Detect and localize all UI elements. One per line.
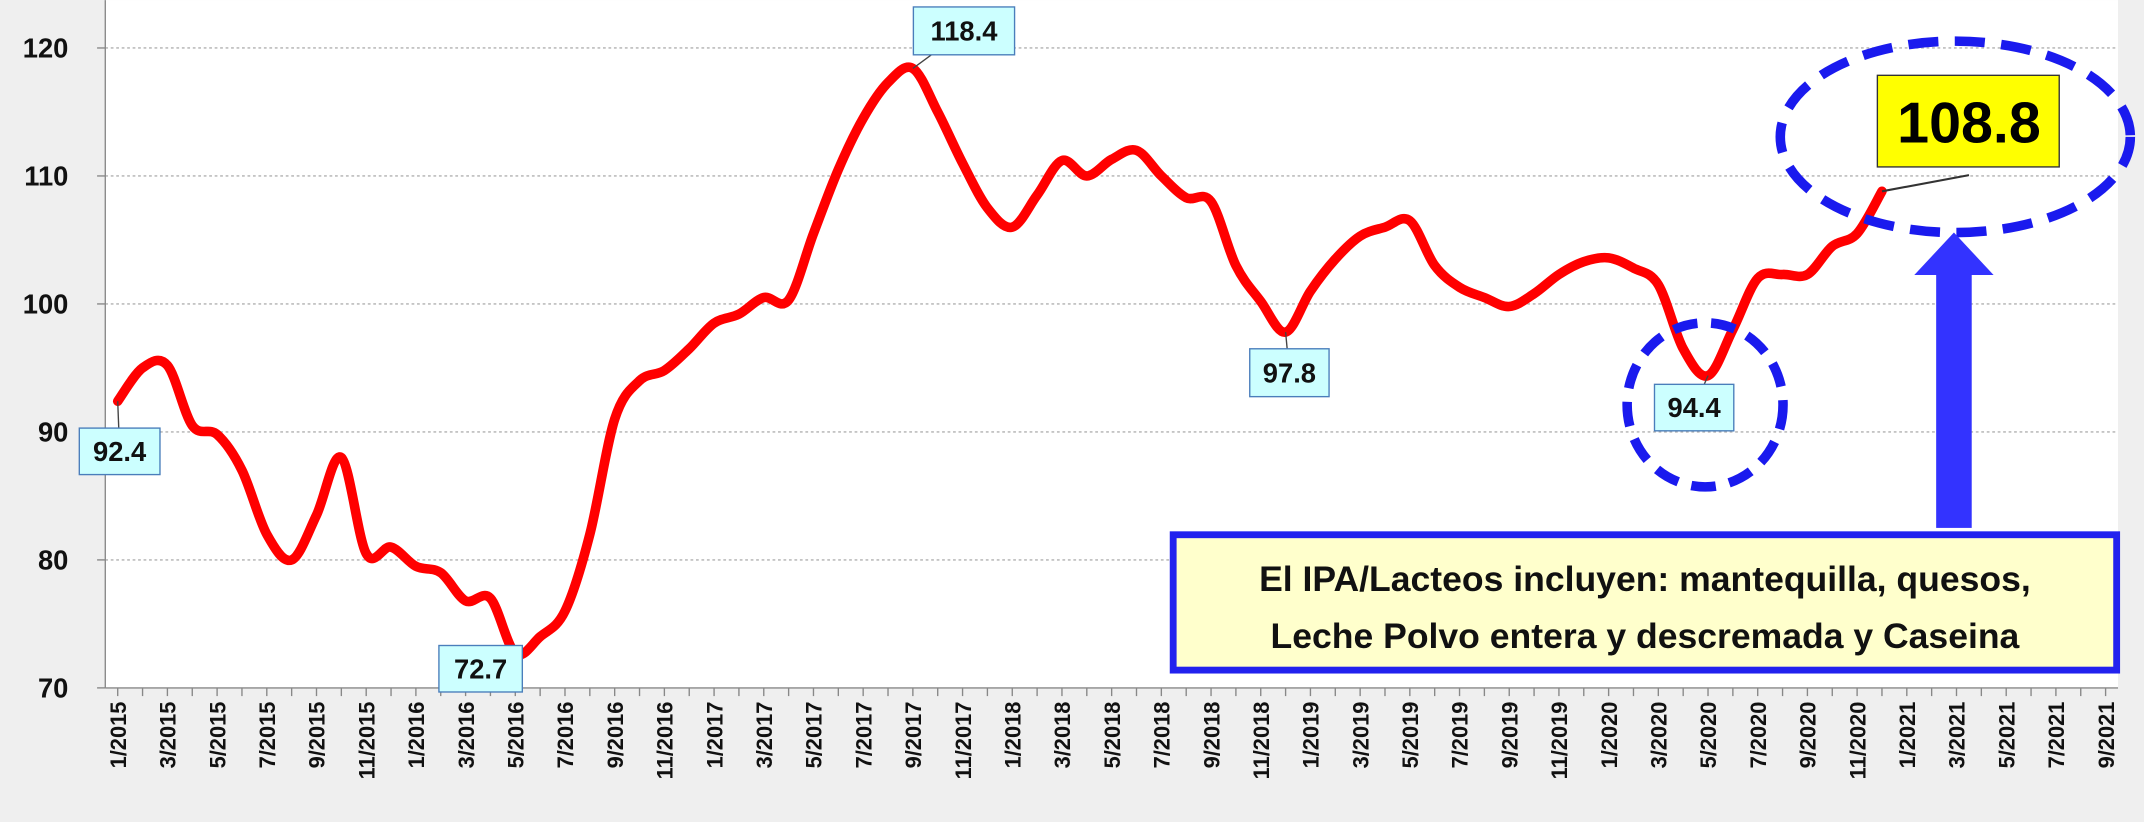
x-tick-label: 9/2015: [305, 702, 330, 769]
x-tick-label: 5/2020: [1696, 702, 1721, 769]
labels: 70 80 90 100 110 120 1/2015 3/2015 5/2015 7/2015 9…: [23, 6, 2119, 780]
x-tick-label: 1/2017: [702, 702, 727, 769]
data-label-box: [1876, 74, 2060, 168]
y-tick-label: 70: [38, 672, 68, 703]
x-tick-label: 5/2021: [1994, 702, 2019, 769]
x-tick-label: 11/2017: [951, 702, 976, 780]
y-tick-label: 100: [23, 289, 69, 320]
x-tick-label: 3/2019: [1348, 702, 1373, 769]
y-tick-label: 90: [38, 416, 68, 447]
x-tick-label: 9/2017: [901, 702, 926, 769]
x-tick-label: 5/2016: [503, 702, 528, 769]
highlight-circle: [1622, 318, 1788, 492]
x-tick-label: 5/2018: [1100, 702, 1125, 769]
x-tick-label: 11/2016: [653, 702, 678, 780]
x-tick-label: 1/2018: [1000, 702, 1025, 769]
data-label-box: [1653, 383, 1735, 432]
data-label-box: [438, 644, 524, 693]
x-tick-label: 1/2015: [106, 702, 131, 769]
x-tick-label: 7/2020: [1746, 702, 1771, 769]
data-label-box: [912, 6, 1016, 56]
marks: [112, 62, 1887, 660]
x-tick-label: 5/2017: [802, 702, 827, 769]
x-tick-label: 11/2020: [1845, 702, 1870, 780]
y-tick-label: 120: [23, 33, 69, 64]
x-tick-label: 11/2015: [354, 702, 379, 780]
x-tick-label: 3/2021: [1945, 702, 1970, 769]
x-tick-label: 5/2019: [1398, 702, 1423, 769]
data-label: 72.7: [454, 653, 507, 684]
arrow-shaft: [1936, 273, 1972, 528]
data-label: 97.8: [1263, 357, 1316, 388]
x-tick-label: 3/2015: [156, 702, 181, 769]
x-tick-label: 9/2018: [1199, 702, 1224, 769]
x-tick-label: 7/2021: [2044, 702, 2069, 769]
x-tick-label: 1/2016: [404, 702, 429, 769]
x-tick-label: 11/2019: [1547, 702, 1572, 780]
x-tick-label: 1/2019: [1299, 702, 1324, 769]
x-tick-label: 3/2020: [1647, 702, 1672, 769]
highlight-ellipse: [1775, 36, 2136, 238]
data-label: 108.8: [1897, 91, 2041, 155]
data-label-box: [1249, 348, 1330, 398]
x-tick-label: 7/2017: [851, 702, 876, 769]
x-tick-label: 3/2016: [454, 702, 479, 769]
y-tick-label: 110: [24, 161, 68, 192]
leader-line: [1881, 174, 1970, 193]
x-tick-label: 9/2016: [603, 702, 628, 769]
x-tick-label: 9/2019: [1497, 702, 1522, 769]
x-tick-label: 11/2018: [1249, 702, 1274, 780]
x-tick-label: 3/2018: [1050, 702, 1075, 769]
x-tick-label: 3/2017: [752, 702, 777, 769]
x-tick-label: 7/2015: [255, 702, 280, 769]
x-tick-label: 5/2015: [205, 702, 230, 769]
data-label: 118.4: [931, 15, 999, 46]
data-label-box: [78, 427, 161, 476]
x-tick-label: 9/2021: [2094, 702, 2119, 769]
note-line: El IPA/Lacteos incluyen: mantequilla, qu…: [1259, 559, 2031, 599]
note-box: [1169, 531, 2121, 674]
x-tick-label: 7/2018: [1150, 702, 1175, 769]
x-tick-label: 1/2020: [1597, 702, 1622, 769]
x-tick-label: 1/2021: [1895, 702, 1920, 769]
data-label: 92.4: [93, 436, 147, 467]
x-tick-label: 7/2016: [553, 702, 578, 769]
data-line: [112, 62, 1887, 660]
note-line: Leche Polvo entera y descremada y Casein…: [1271, 616, 2020, 656]
data-label: 94.4: [1668, 392, 1722, 423]
y-tick-label: 80: [38, 544, 68, 575]
arrow-head: [1914, 232, 1994, 275]
x-tick-label: 9/2020: [1796, 702, 1821, 769]
x-tick-label: 7/2019: [1448, 702, 1473, 769]
